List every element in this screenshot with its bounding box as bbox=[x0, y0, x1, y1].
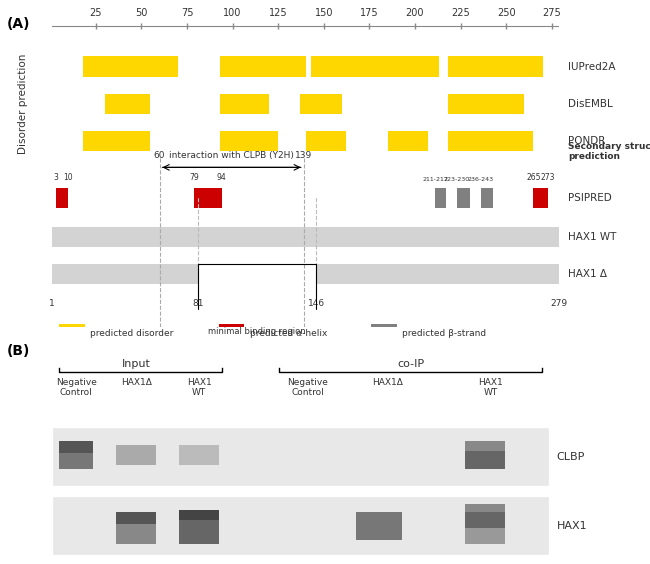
Bar bbox=[534, 188, 548, 209]
Text: co-IP: co-IP bbox=[397, 359, 424, 369]
Text: 139: 139 bbox=[295, 151, 312, 160]
Text: IUPred2A: IUPred2A bbox=[568, 61, 616, 72]
Text: PONDR: PONDR bbox=[568, 136, 606, 146]
Bar bbox=[465, 440, 505, 451]
Bar bbox=[116, 512, 156, 524]
Text: 3: 3 bbox=[53, 173, 58, 182]
Text: minimal binding region: minimal binding region bbox=[209, 327, 306, 336]
Text: HAX1
WT: HAX1 WT bbox=[478, 378, 503, 397]
Bar bbox=[465, 510, 505, 528]
Bar bbox=[311, 56, 439, 77]
Text: Negative
Control: Negative Control bbox=[56, 378, 97, 397]
Text: 279: 279 bbox=[551, 299, 567, 308]
Bar bbox=[435, 188, 446, 209]
Text: 10: 10 bbox=[64, 173, 73, 182]
Bar bbox=[116, 444, 156, 465]
Bar bbox=[465, 528, 505, 544]
Text: Secondary structure
prediction: Secondary structure prediction bbox=[568, 142, 650, 161]
Text: 25: 25 bbox=[90, 8, 102, 19]
Bar bbox=[83, 56, 178, 77]
Bar bbox=[356, 512, 402, 540]
Bar bbox=[59, 440, 94, 453]
Bar bbox=[306, 131, 346, 151]
Bar bbox=[371, 324, 396, 342]
Bar bbox=[53, 497, 548, 554]
Bar bbox=[194, 188, 222, 209]
Bar bbox=[457, 188, 470, 209]
Text: 1: 1 bbox=[49, 299, 55, 308]
Text: CLBP: CLBP bbox=[556, 452, 585, 462]
Bar bbox=[448, 131, 534, 151]
Bar bbox=[179, 520, 219, 544]
Text: 250: 250 bbox=[497, 8, 515, 19]
Bar bbox=[448, 94, 525, 114]
Bar bbox=[448, 56, 543, 77]
Bar bbox=[465, 504, 505, 512]
Bar bbox=[387, 131, 428, 151]
Bar bbox=[105, 94, 151, 114]
Bar bbox=[220, 94, 269, 114]
Bar bbox=[300, 94, 342, 114]
Text: Input: Input bbox=[122, 359, 151, 369]
Text: interaction with CLPB (Y2H): interaction with CLPB (Y2H) bbox=[169, 151, 294, 160]
Bar bbox=[52, 265, 198, 284]
Bar bbox=[465, 451, 505, 469]
Text: 265: 265 bbox=[526, 173, 541, 182]
Text: predicted β-strand: predicted β-strand bbox=[402, 329, 486, 338]
Bar bbox=[179, 510, 219, 520]
Text: 275: 275 bbox=[542, 8, 561, 19]
Text: 50: 50 bbox=[135, 8, 148, 19]
Text: (A): (A) bbox=[6, 17, 30, 31]
Text: Negative
Control: Negative Control bbox=[287, 378, 328, 397]
Text: 225: 225 bbox=[451, 8, 470, 19]
Text: 175: 175 bbox=[360, 8, 379, 19]
Bar bbox=[218, 324, 244, 342]
Bar bbox=[220, 56, 306, 77]
Bar bbox=[83, 131, 151, 151]
Bar bbox=[53, 429, 548, 485]
Text: 273: 273 bbox=[541, 173, 555, 182]
Text: 60: 60 bbox=[154, 151, 165, 160]
Bar bbox=[52, 227, 559, 247]
Bar bbox=[220, 131, 278, 151]
Bar bbox=[116, 524, 156, 544]
Text: HAX1Δ: HAX1Δ bbox=[121, 378, 151, 387]
Text: (B): (B) bbox=[6, 344, 30, 358]
Text: 125: 125 bbox=[269, 8, 287, 19]
Text: 200: 200 bbox=[406, 8, 424, 19]
Text: 223-230: 223-230 bbox=[444, 177, 470, 182]
Text: 211-217: 211-217 bbox=[422, 177, 448, 182]
Text: predicted disorder: predicted disorder bbox=[90, 329, 174, 338]
Text: 236-243: 236-243 bbox=[467, 177, 493, 182]
Text: 100: 100 bbox=[224, 8, 242, 19]
Bar bbox=[179, 444, 219, 465]
Text: 150: 150 bbox=[315, 8, 333, 19]
Text: DisEMBL: DisEMBL bbox=[568, 99, 613, 109]
Text: HAX1 Δ: HAX1 Δ bbox=[568, 270, 607, 279]
Text: Disorder prediction: Disorder prediction bbox=[18, 54, 29, 154]
Bar bbox=[59, 324, 85, 342]
Text: HAX1: HAX1 bbox=[556, 521, 588, 531]
Text: predicted α-helix: predicted α-helix bbox=[250, 329, 327, 338]
Text: HAX1 WT: HAX1 WT bbox=[568, 232, 616, 242]
Text: 79: 79 bbox=[189, 173, 199, 182]
Text: 81: 81 bbox=[192, 299, 203, 308]
Bar bbox=[56, 188, 68, 209]
Text: HAX1
WT: HAX1 WT bbox=[187, 378, 211, 397]
Bar bbox=[480, 188, 493, 209]
Text: HAX1Δ: HAX1Δ bbox=[372, 378, 404, 387]
Text: 146: 146 bbox=[308, 299, 325, 308]
Text: 94: 94 bbox=[216, 173, 226, 182]
Text: PSIPRED: PSIPRED bbox=[568, 193, 612, 204]
Text: 75: 75 bbox=[181, 8, 193, 19]
Bar bbox=[59, 453, 94, 469]
Bar bbox=[317, 265, 559, 284]
